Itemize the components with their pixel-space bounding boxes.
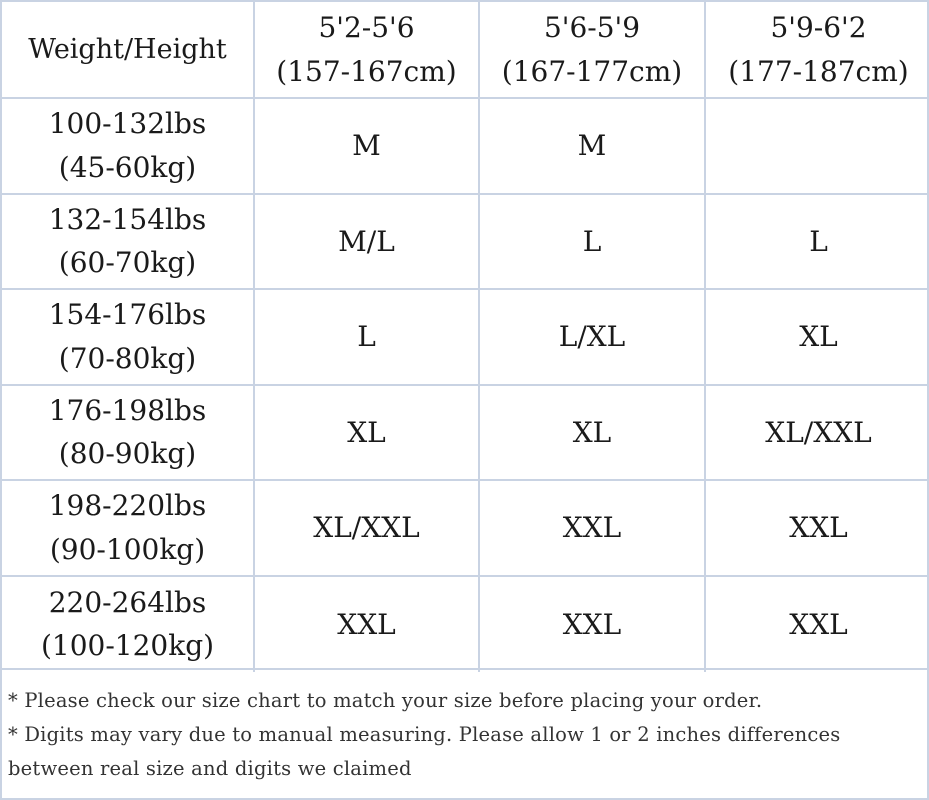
column-header: 5'6-5'9 (167-177cm) (480, 2, 706, 99)
size-cell: XXL (255, 576, 480, 672)
size-cell: M/L (255, 194, 480, 290)
column-header-height-ft: 5'9-6'2 (770, 11, 867, 45)
column-header-height-cm: (177-187cm) (728, 54, 909, 88)
size-cell: XXL (480, 481, 706, 577)
size-chart-table: Weight/Height 5'2-5'6 (157-167cm) 5'6-5'… (0, 0, 929, 672)
row-header-weight-kg: (70-80kg) (58, 341, 197, 375)
row-header-weight-lbs: 176-198lbs (48, 393, 207, 427)
row-header: 132-154lbs (60-70kg) (2, 194, 255, 290)
column-header: 5'2-5'6 (157-167cm) (255, 2, 480, 99)
column-header: 5'9-6'2 (177-187cm) (706, 2, 929, 99)
size-cell (706, 99, 929, 195)
row-header: 220-264lbs (100-120kg) (2, 576, 255, 672)
size-cell: M (255, 99, 480, 195)
size-cell: XXL (706, 481, 929, 577)
column-header-height-cm: (157-167cm) (276, 54, 457, 88)
column-header-height-cm: (167-177cm) (501, 54, 683, 88)
size-cell: XL/XXL (255, 481, 480, 577)
size-cell: L (255, 290, 480, 386)
size-cell: XXL (480, 576, 706, 672)
size-cell: L/XL (480, 290, 706, 386)
row-header: 176-198lbs (80-90kg) (2, 385, 255, 481)
size-cell: XL/XXL (706, 386, 929, 481)
size-cell: L (480, 194, 706, 290)
size-cell: L (706, 195, 929, 290)
row-header-weight-lbs: 154-176lbs (48, 298, 207, 332)
size-notes: * Please check our size chart to match y… (0, 670, 929, 800)
corner-header: Weight/Height (2, 2, 255, 99)
note-measurement-variance: * Digits may vary due to manual measurin… (8, 723, 841, 780)
row-header: 198-220lbs (90-100kg) (2, 481, 255, 577)
size-cell: XXL (789, 607, 848, 641)
row-header-weight-lbs: 198-220lbs (48, 489, 207, 523)
note-check-size: * Please check our size chart to match y… (8, 689, 763, 712)
row-header-weight-lbs: 132-154lbs (48, 202, 207, 236)
row-header-weight-kg: (60-70kg) (58, 246, 197, 280)
column-header-height-ft: 5'2-5'6 (318, 11, 415, 45)
row-header-weight-kg: (45-60kg) (58, 150, 197, 184)
row-header-weight-lbs: 100-132lbs (48, 107, 207, 141)
row-header-weight-lbs: 220-264lbs (48, 585, 207, 619)
row-header-weight-kg: (80-90kg) (58, 437, 197, 471)
row-header-weight-kg: (90-100kg) (49, 532, 206, 566)
size-cell: XL (480, 385, 706, 481)
row-header: 100-132lbs (45-60kg) (2, 99, 255, 195)
column-header-height-ft: 5'6-5'9 (543, 11, 641, 45)
row-header: 154-176lbs (70-80kg) (2, 290, 255, 386)
size-cell: XL (255, 385, 480, 481)
size-cell: M (480, 99, 706, 195)
row-header-weight-kg: (100-120kg) (40, 629, 215, 663)
size-cell: XL (706, 290, 929, 386)
